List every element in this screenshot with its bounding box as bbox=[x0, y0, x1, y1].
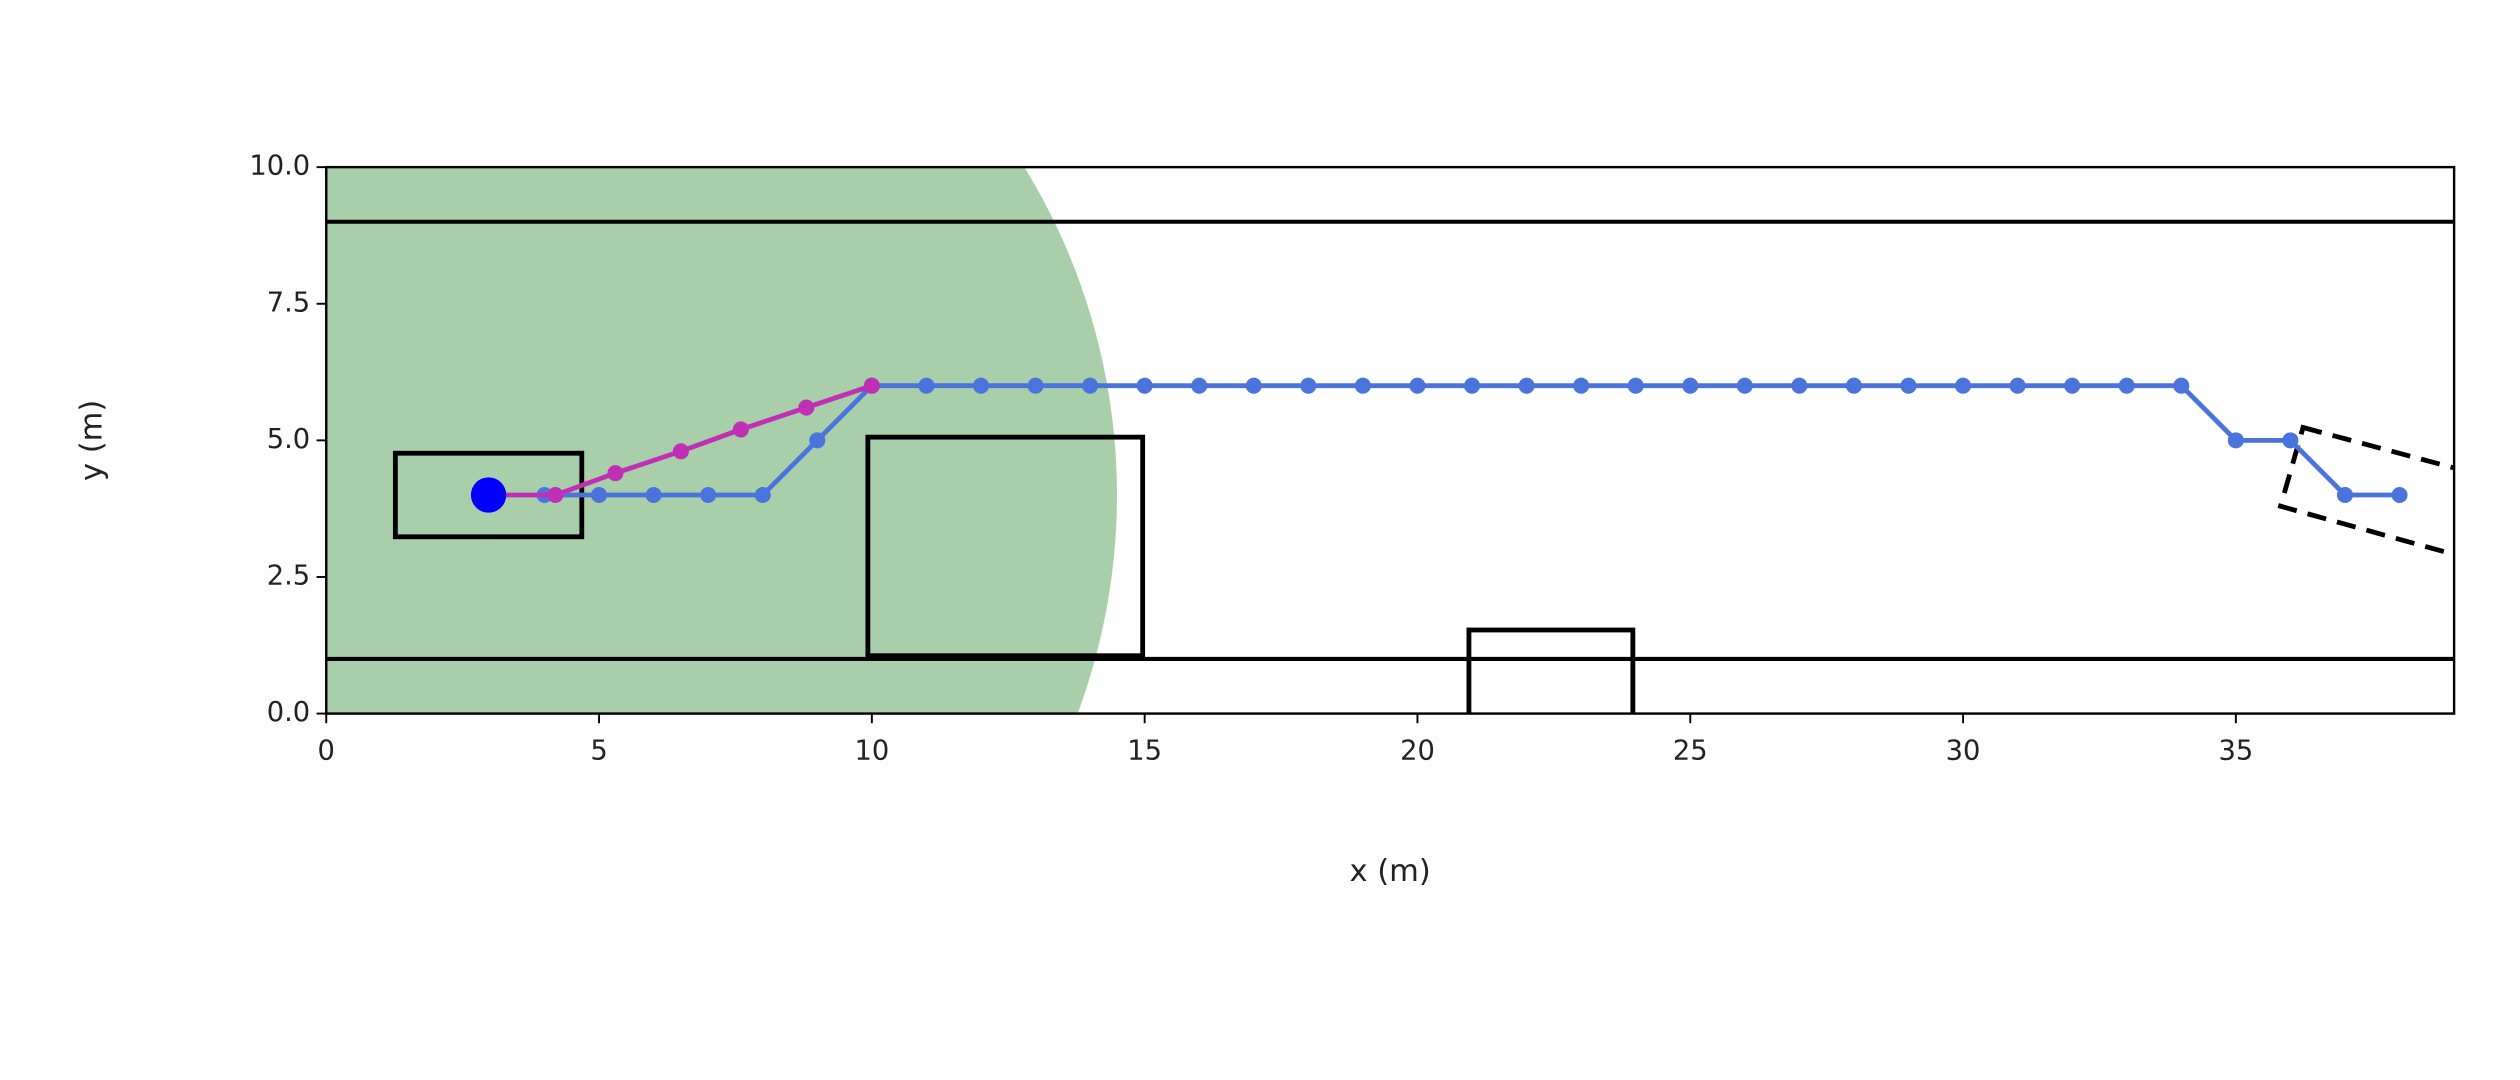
path-point bbox=[2282, 432, 2299, 449]
obstacle bbox=[865, 434, 1146, 659]
path-point bbox=[809, 432, 826, 449]
path-point bbox=[798, 399, 815, 416]
path-point bbox=[1409, 377, 1426, 394]
series-layer bbox=[481, 377, 2408, 504]
path-point bbox=[732, 421, 749, 438]
x-tick-label: 30 bbox=[1946, 736, 1981, 767]
path-point bbox=[972, 377, 990, 394]
path-point bbox=[1027, 377, 1044, 394]
goal-box bbox=[2277, 424, 2455, 557]
path-point bbox=[2009, 377, 2026, 394]
y-tick-label: 7.5 bbox=[267, 287, 310, 318]
y-tick-label: 0.0 bbox=[267, 697, 310, 728]
path-point bbox=[863, 377, 880, 394]
path-point bbox=[754, 486, 771, 504]
x-tick-label: 10 bbox=[854, 736, 889, 767]
path-point bbox=[1245, 377, 1262, 394]
path-point bbox=[1736, 377, 1753, 394]
sensor-range bbox=[326, 167, 1117, 714]
path-point bbox=[1955, 377, 1972, 394]
path-point bbox=[1900, 377, 1917, 394]
path-point bbox=[1845, 377, 1862, 394]
path-point bbox=[1682, 377, 1699, 394]
path-point bbox=[1082, 377, 1099, 394]
y-axis-label: y (m) bbox=[75, 400, 110, 481]
path-point bbox=[672, 443, 689, 460]
obstacle bbox=[1466, 627, 1636, 714]
path-point bbox=[2064, 377, 2081, 394]
x-tick-label: 20 bbox=[1400, 736, 1435, 767]
y-tick-label: 10.0 bbox=[249, 151, 310, 182]
path-point bbox=[1191, 377, 1208, 394]
path-point bbox=[1518, 377, 1535, 394]
path-point bbox=[2118, 377, 2135, 394]
path-point bbox=[2391, 486, 2408, 504]
path-point bbox=[918, 377, 935, 394]
path-point bbox=[645, 486, 662, 504]
x-tick-label: 35 bbox=[2218, 736, 2253, 767]
x-tick-label: 0 bbox=[318, 736, 335, 767]
path-point bbox=[1627, 377, 1644, 394]
path-point bbox=[1136, 377, 1153, 394]
path-point bbox=[700, 486, 717, 504]
path-point bbox=[547, 486, 564, 504]
x-tick-label: 25 bbox=[1673, 736, 1708, 767]
path-point bbox=[607, 465, 624, 482]
path-point bbox=[1300, 377, 1317, 394]
path-point bbox=[591, 486, 608, 504]
ego-position bbox=[470, 477, 507, 513]
x-tick-label: 5 bbox=[590, 736, 607, 767]
y-tick-label: 2.5 bbox=[267, 560, 310, 591]
path-point bbox=[1791, 377, 1808, 394]
y-tick-label: 5.0 bbox=[267, 424, 310, 455]
x-tick-label: 15 bbox=[1127, 736, 1162, 767]
path-point bbox=[2336, 486, 2354, 504]
path-point bbox=[2173, 377, 2190, 394]
path-point bbox=[1354, 377, 1371, 394]
path-point bbox=[1463, 377, 1481, 394]
path-point bbox=[1573, 377, 1590, 394]
x-axis-label: x (m) bbox=[1350, 854, 1431, 889]
path-point bbox=[2227, 432, 2244, 449]
